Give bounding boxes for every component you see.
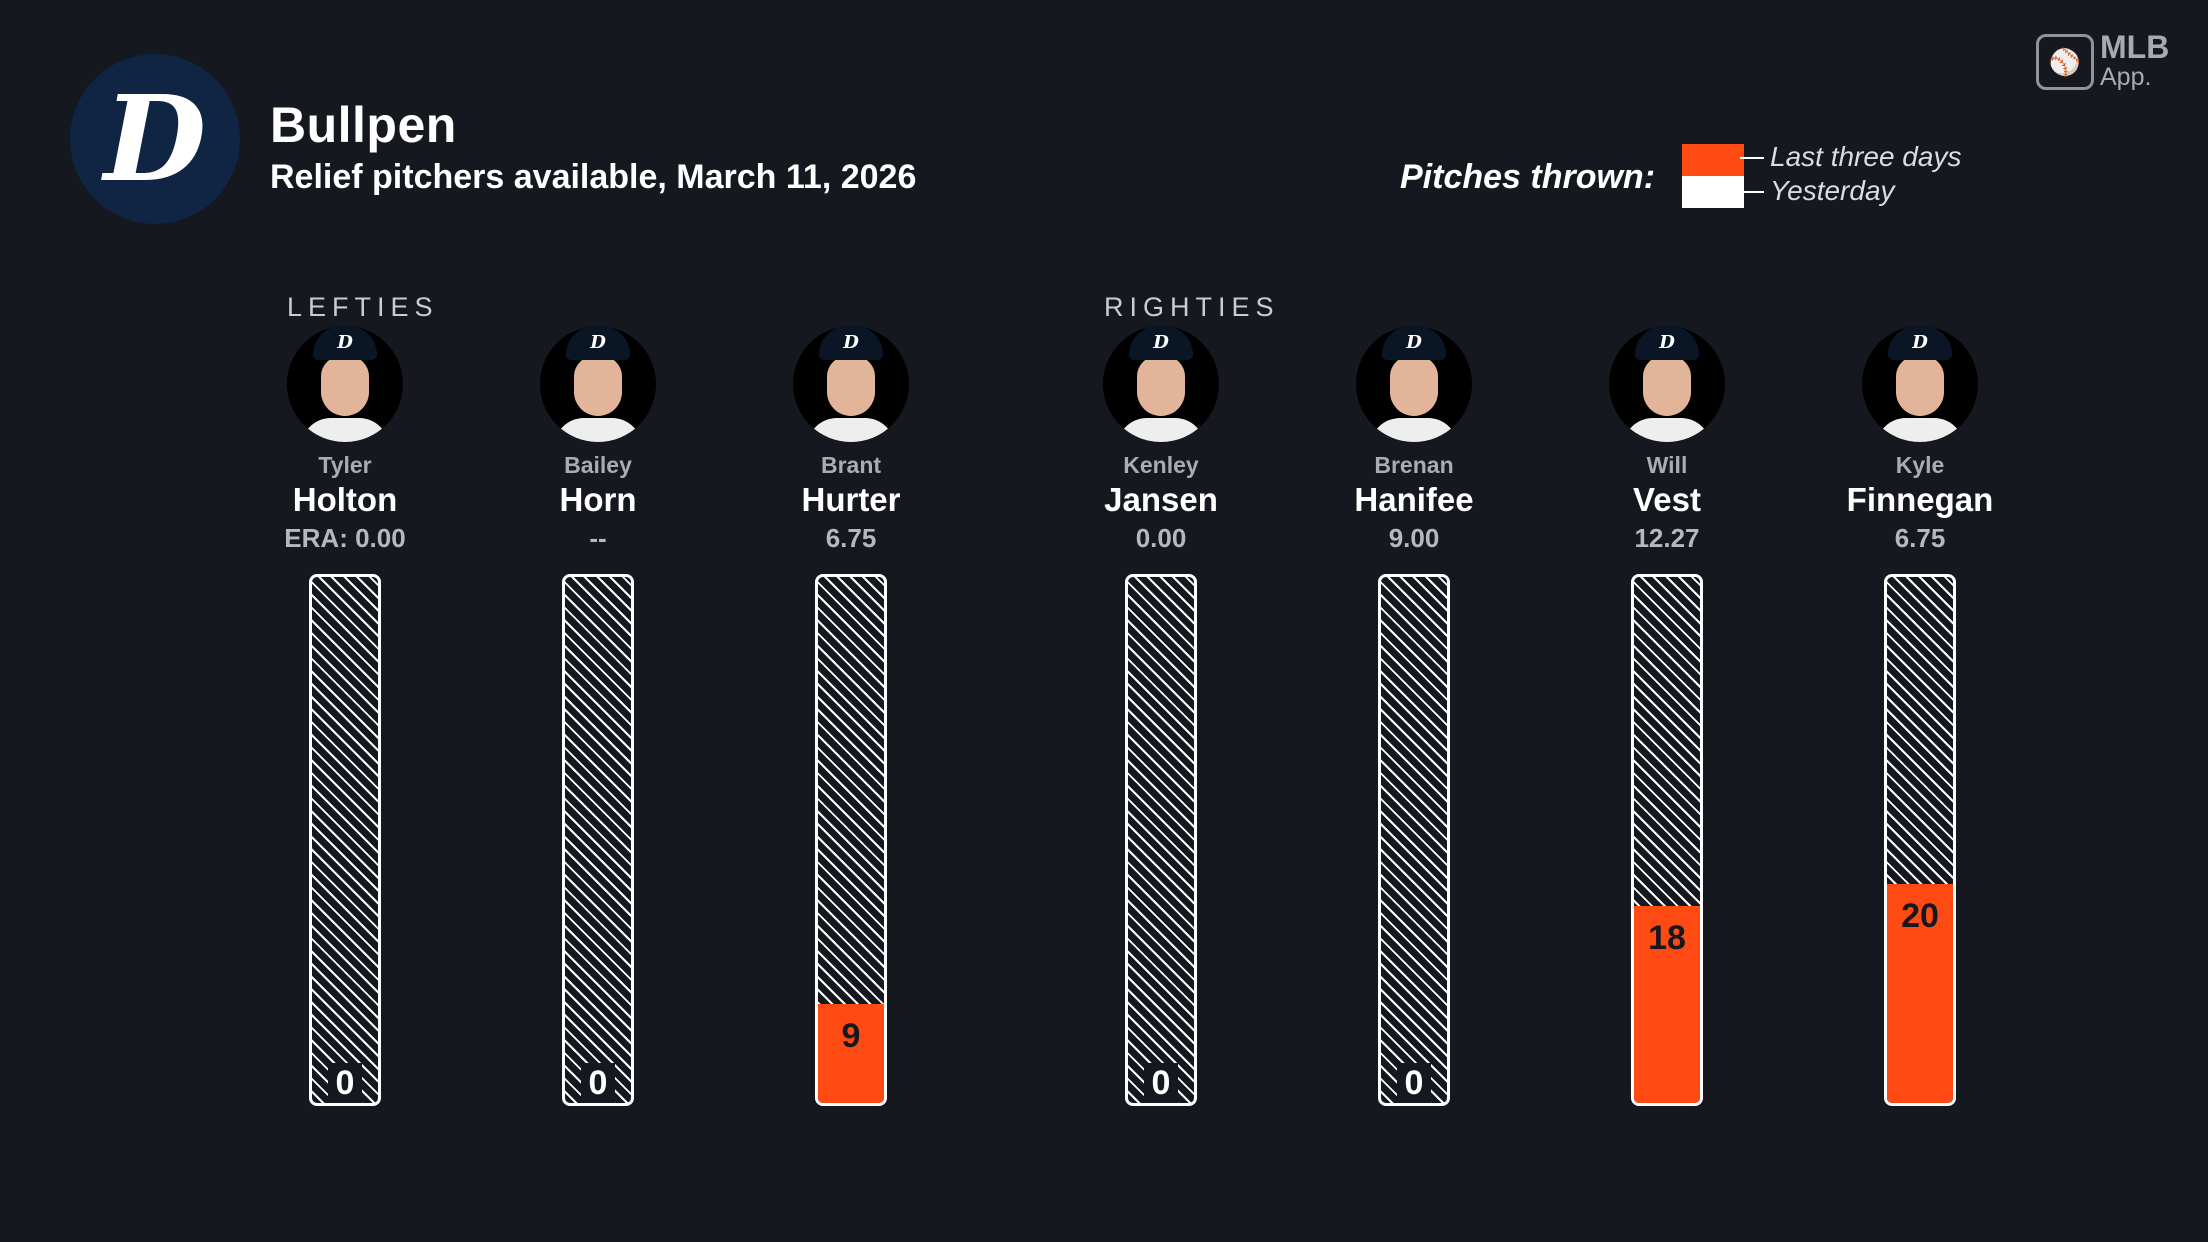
cap-logo-icon: D <box>1912 332 1928 353</box>
bar-fill-last-three-days <box>818 1004 884 1103</box>
avatar-face <box>1390 356 1438 416</box>
pitch-bar: 0 <box>309 574 381 1106</box>
pitcher-last-name: Vest <box>1633 481 1701 518</box>
legend-label: Pitches thrown: <box>1400 158 1656 196</box>
cap-logo-icon: D <box>337 332 353 353</box>
pitcher-last-name: Finnegan <box>1846 481 1994 518</box>
avatar-shirt <box>1370 418 1458 442</box>
bar-fill-last-three-days <box>1634 906 1700 1103</box>
pitcher-card: D Bailey Horn -- <box>483 326 713 554</box>
avatar-cap: D <box>1129 326 1193 360</box>
avatar-cap: D <box>566 326 630 360</box>
avatar-cap: D <box>819 326 883 360</box>
pitcher-last-name: Jansen <box>1104 481 1218 518</box>
pitcher-card: D Tyler Holton ERA: 0.00 <box>230 326 460 554</box>
page-title: Bullpen <box>270 97 457 153</box>
bar-value-label: 0 <box>1397 1063 1431 1103</box>
legend-connector-line <box>1740 191 1764 193</box>
pitcher-first-name: Kyle <box>1895 452 1945 478</box>
pitch-bar: 18 <box>1631 574 1703 1106</box>
cap-logo-icon: D <box>1153 332 1169 353</box>
pitcher-era: 6.75 <box>1894 523 1946 553</box>
avatar-face <box>321 356 369 416</box>
legend-item-yesterday: Yesterday <box>1770 175 1895 206</box>
team-logo: D <box>70 54 240 224</box>
avatar-cap: D <box>1382 326 1446 360</box>
mlb-app-brand: MLB App. <box>2100 29 2170 92</box>
player-avatar: D <box>287 326 403 442</box>
legend-swatch-last-three-days <box>1682 144 1744 176</box>
pitch-bar: 0 <box>562 574 634 1106</box>
pitcher-first-name: Brant <box>820 452 882 478</box>
pitcher-card: D Brenan Hanifee 9.00 <box>1299 326 1529 554</box>
bar-value-label: 0 <box>328 1063 362 1103</box>
legend-swatch-yesterday <box>1682 176 1744 208</box>
player-avatar: D <box>540 326 656 442</box>
avatar-face <box>1896 356 1944 416</box>
avatar-shirt <box>807 418 895 442</box>
avatar-shirt <box>301 418 389 442</box>
app-brand-text: App. <box>2100 63 2152 91</box>
cap-logo-icon: D <box>1659 332 1675 353</box>
pitch-bar: 20 <box>1884 574 1956 1106</box>
bar-value-label: 18 <box>1648 919 1686 957</box>
pitcher-era: 6.75 <box>825 523 877 553</box>
pitcher-era: 12.27 <box>1634 523 1700 553</box>
bar-value-label: 9 <box>841 1017 861 1055</box>
pitcher-era: -- <box>589 523 607 553</box>
cap-logo-icon: D <box>590 332 606 353</box>
avatar-shirt <box>554 418 642 442</box>
group-label-lefties: LEFTIES <box>287 292 439 322</box>
pitcher-first-name: Bailey <box>564 452 632 478</box>
avatar-shirt <box>1623 418 1711 442</box>
pitcher-first-name: Kenley <box>1123 452 1199 478</box>
group-label-righties: RIGHTIES <box>1104 292 1280 322</box>
bar-value-label: 20 <box>1901 897 1939 935</box>
pitch-bar: 0 <box>1378 574 1450 1106</box>
page-subtitle: Relief pitchers available, March 11, 202… <box>270 158 917 196</box>
pitcher-last-name: Horn <box>559 481 637 518</box>
pitch-bar: 9 <box>815 574 887 1106</box>
pitch-bar: 0 <box>1125 574 1197 1106</box>
bar-value-label: 0 <box>581 1063 615 1103</box>
player-avatar: D <box>793 326 909 442</box>
bar-fill-last-three-days <box>1887 884 1953 1103</box>
avatar-face <box>1643 356 1691 416</box>
pitcher-era: 0.00 <box>1135 523 1187 553</box>
pitcher-last-name: Hurter <box>801 481 901 518</box>
pitcher-last-name: Holton <box>292 481 398 518</box>
avatar-cap: D <box>1635 326 1699 360</box>
avatar-shirt <box>1117 418 1205 442</box>
pitcher-card: D Will Vest 12.27 <box>1552 326 1782 554</box>
avatar-cap: D <box>1888 326 1952 360</box>
cap-logo-icon: D <box>1406 332 1422 353</box>
team-logo-letter: D <box>103 69 207 208</box>
player-avatar: D <box>1609 326 1725 442</box>
legend-item-last-three-days: Last three days <box>1770 141 1962 172</box>
player-avatar: D <box>1862 326 1978 442</box>
avatar-face <box>574 356 622 416</box>
player-avatar: D <box>1103 326 1219 442</box>
mlb-brand-text: MLB <box>2100 29 2170 65</box>
legend-connector-line <box>1740 157 1764 159</box>
pitcher-first-name: Tyler <box>318 452 372 478</box>
avatar-face <box>1137 356 1185 416</box>
avatar-shirt <box>1876 418 1964 442</box>
pitcher-era: ERA: 0.00 <box>284 523 406 553</box>
bar-value-label: 0 <box>1144 1063 1178 1103</box>
mlb-logo-icon: ⚾ <box>2036 34 2094 90</box>
pitcher-first-name: Will <box>1646 452 1688 478</box>
pitcher-last-name: Hanifee <box>1354 481 1474 518</box>
pitcher-card: D Brant Hurter 6.75 <box>736 326 966 554</box>
pitcher-card: D Kyle Finnegan 6.75 <box>1805 326 2035 554</box>
cap-logo-icon: D <box>843 332 859 353</box>
pitcher-first-name: Brenan <box>1374 452 1454 478</box>
player-avatar: D <box>1356 326 1472 442</box>
pitcher-card: D Kenley Jansen 0.00 <box>1046 326 1276 554</box>
pitcher-era: 9.00 <box>1388 523 1440 553</box>
avatar-face <box>827 356 875 416</box>
avatar-cap: D <box>313 326 377 360</box>
